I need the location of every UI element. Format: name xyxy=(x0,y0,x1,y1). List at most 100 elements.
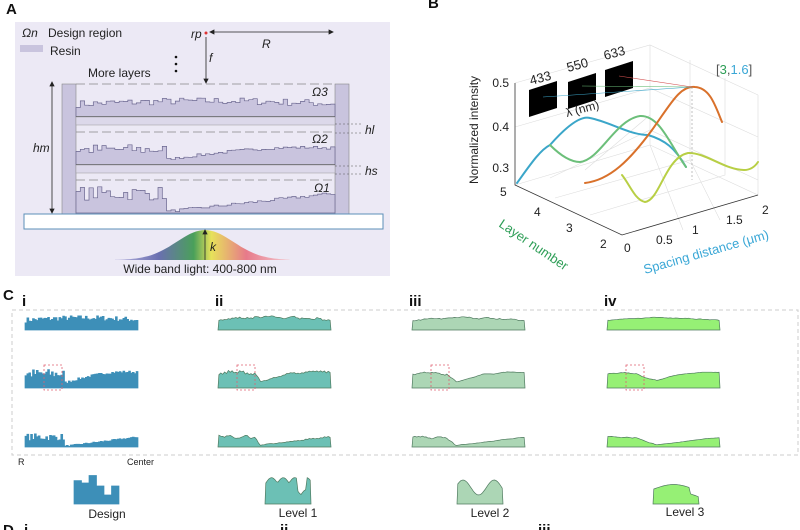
axes xyxy=(514,83,759,236)
level-icon xyxy=(652,484,700,505)
z-tick: 0.4 xyxy=(492,120,509,134)
legend-resin-swatch xyxy=(20,45,43,52)
right-wall xyxy=(334,83,350,215)
x-tick: 0 xyxy=(624,241,631,255)
spacer-layer xyxy=(75,116,336,126)
x-tick: 2 xyxy=(762,203,769,217)
axis-left-label: R xyxy=(18,457,25,467)
substrate xyxy=(23,213,384,230)
f-label: f xyxy=(209,51,214,65)
surface-profile xyxy=(411,371,526,389)
z-tick: 0.5 xyxy=(492,76,509,90)
panel-a: A Ωn Design region Resin rp R f More lay… xyxy=(6,1,390,276)
layer-profile xyxy=(75,186,336,214)
profiles-frame xyxy=(11,309,799,456)
x-tick: 1.5 xyxy=(726,213,743,227)
y-tick: 3 xyxy=(566,221,573,235)
level-icon xyxy=(73,475,120,505)
zoom-region-box xyxy=(43,364,63,391)
surface-profile xyxy=(606,436,721,448)
surface-profile xyxy=(217,315,332,331)
level-label-2: Level 2 xyxy=(471,506,510,520)
surface-profile xyxy=(217,369,332,389)
d-column-i: i xyxy=(24,522,28,530)
z-tick: 0.3 xyxy=(492,161,509,175)
focal-spot-images xyxy=(529,61,693,117)
focal-point xyxy=(204,31,208,35)
omega2-label: Ω2 xyxy=(312,132,328,146)
layer-profile xyxy=(75,144,336,166)
x-tick: 1 xyxy=(692,223,699,237)
y-tick: 2 xyxy=(600,237,607,251)
omega3-label: Ω3 xyxy=(312,85,328,99)
d-column-iii: iii xyxy=(538,522,551,530)
spot-image-433 xyxy=(529,81,557,117)
optimum-label: [3,1.6] xyxy=(716,62,752,77)
light-spectrum xyxy=(115,230,290,260)
zoom-region-box xyxy=(625,364,645,391)
panel-label-c: C xyxy=(3,287,14,304)
wavelength-550: 550 xyxy=(565,55,590,75)
hs-label: hs xyxy=(365,164,378,178)
hl-label: hl xyxy=(365,123,375,137)
curve-layer-4 xyxy=(549,114,687,168)
layer-boundaries xyxy=(76,83,335,181)
curve-layer-5 xyxy=(516,116,687,184)
zoom-region-box xyxy=(430,364,450,391)
y-tick: 4 xyxy=(534,205,541,219)
left-wall xyxy=(61,83,77,215)
d-column-ii: ii xyxy=(280,522,288,530)
legend-resin-label: Resin xyxy=(50,44,81,58)
curve-layer-2 xyxy=(621,151,759,204)
spacing-markers xyxy=(335,123,362,175)
axis-right-label: Center xyxy=(127,457,154,467)
panel-d: D i ii iii xyxy=(3,522,551,530)
y-axis-label: Layer number xyxy=(496,216,571,274)
panel-c: C i ii iii iv R Center Design Level 1 Le… xyxy=(3,287,799,521)
surface-profile xyxy=(24,369,139,389)
column-label-iv: iv xyxy=(604,293,617,310)
legend-design-label: Design region xyxy=(48,26,122,40)
level-label-3: Level 3 xyxy=(666,505,705,519)
k-label: k xyxy=(210,240,217,254)
hm-label: hm xyxy=(33,141,50,155)
level-icon xyxy=(456,479,504,505)
zoom-region-box xyxy=(236,364,256,391)
rp-label: rp xyxy=(191,27,202,41)
intensity-curves xyxy=(516,85,759,204)
surface-profile xyxy=(24,315,139,331)
dimension-arrows xyxy=(49,29,334,214)
level-icons xyxy=(73,475,700,505)
panel-b: B 0.5 0.4 0.3 Normalized intensity 5 4 3… xyxy=(428,0,770,277)
column-label-i: i xyxy=(22,293,26,310)
omega1-label: Ω1 xyxy=(314,181,330,195)
level-label-design: Design xyxy=(88,507,125,521)
curve-layer-3 xyxy=(584,85,723,184)
surface-profile xyxy=(217,434,332,448)
surface-profile xyxy=(606,316,721,331)
more-layers-label: More layers xyxy=(88,66,151,80)
spot-image-633 xyxy=(605,61,633,97)
y-tick: 5 xyxy=(500,185,507,199)
light-label: Wide band light: 400-800 nm xyxy=(123,262,276,276)
R-label: R xyxy=(262,37,271,51)
surface-profile xyxy=(411,435,526,448)
legend-design-symbol: Ωn xyxy=(22,26,38,40)
layer-profile xyxy=(75,97,336,118)
column-label-iii: iii xyxy=(409,293,422,310)
wavelength-633: 633 xyxy=(602,43,627,63)
panel-label-d: D xyxy=(3,522,14,530)
panel-label-b: B xyxy=(428,0,439,12)
x-tick: 0.5 xyxy=(656,233,673,247)
surface-profile xyxy=(24,433,139,448)
profile-grid xyxy=(24,315,721,448)
spacer-layer xyxy=(75,164,336,174)
spot-image-550 xyxy=(568,73,596,109)
surface-profile xyxy=(411,316,526,331)
wavelength-433: 433 xyxy=(528,68,553,88)
z-axis-label: Normalized intensity xyxy=(467,76,481,184)
k-arrow xyxy=(202,229,208,260)
surface-profile xyxy=(606,371,721,389)
design-layers xyxy=(75,97,336,214)
